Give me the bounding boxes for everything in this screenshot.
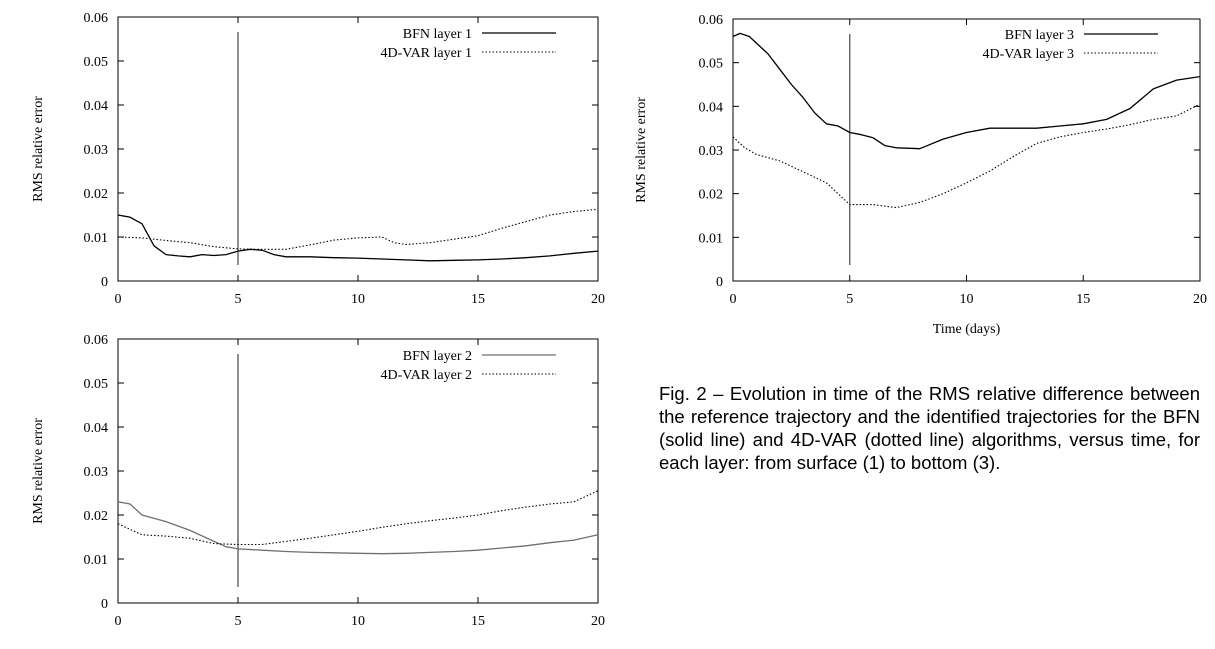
layer-3-legend-label-1: BFN layer 3: [1005, 28, 1074, 43]
layer-2-series-2-line: [117, 490, 599, 546]
layer-2-xtick-label: 5: [235, 614, 242, 629]
layer-3-ytick-label: 0.01: [699, 231, 724, 246]
layer-2-legend-label-1: BFN layer 2: [403, 349, 472, 364]
layer-1-ytick-label: 0.03: [84, 143, 109, 158]
layer-3-ytick-label: 0.03: [699, 144, 724, 159]
layer-1-ytick-label: 0.06: [84, 11, 109, 26]
layer-2-xtick-label: 15: [471, 614, 485, 629]
layer-2-ylabel: RMS relative error: [31, 418, 46, 524]
layer-1-xtick-label: 5: [235, 292, 242, 307]
layer-2-series-1-line: [117, 501, 599, 555]
layer-2-xtick-label: 20: [591, 614, 605, 629]
layer-3-plot-frame: [732, 18, 1201, 282]
layer-3-xtick-label: 0: [730, 292, 737, 307]
layer-2-ytick-label: 0.01: [84, 553, 109, 568]
layer-1-xtick-label: 10: [351, 292, 365, 307]
layer-2-plot-frame: [117, 338, 599, 604]
layer-1-ytick-label: 0.01: [84, 231, 109, 246]
layer-1-ytick-label: 0: [101, 275, 108, 290]
layer-2-xtick-label: 0: [115, 614, 122, 629]
layer-2-ytick-label: 0.02: [84, 509, 109, 524]
layer-1-plot-frame: [117, 16, 599, 282]
layer-1-xtick-label: 0: [115, 292, 122, 307]
layer-2-ytick-label: 0.03: [84, 465, 109, 480]
layer-3-series-2-line: [732, 103, 1201, 209]
layer-3-xtick-label: 10: [960, 292, 974, 307]
layer-3-legend-label-2: 4D-VAR layer 3: [982, 47, 1074, 62]
layer-1-series-2-line: [117, 208, 599, 250]
layer-1-legend-label-1: BFN layer 1: [403, 27, 472, 42]
layer-1-xtick-label: 15: [471, 292, 485, 307]
layer-1-legend-label-2: 4D-VAR layer 1: [380, 46, 472, 61]
layer-1-ylabel: RMS relative error: [31, 96, 46, 202]
layer-3-ytick-label: 0.02: [699, 188, 724, 203]
layer-3-xtick-label: 5: [846, 292, 853, 307]
layer-3-ytick-label: 0.05: [699, 57, 724, 72]
layer-3-ylabel: RMS relative error: [634, 97, 649, 203]
layer-1-ytick-label: 0.02: [84, 187, 109, 202]
layer-2-ytick-label: 0.05: [84, 377, 109, 392]
layer-1-ytick-label: 0.04: [84, 99, 109, 114]
layer-3-ytick-label: 0.04: [699, 100, 724, 115]
layer-3-ytick-label: 0: [716, 275, 723, 290]
layer-1-chart: 0 0.01 0.02 0.03 0.04 0.05 0.06 0 5 10 15 20 RMS rel…: [31, 11, 605, 307]
layer-1-ytick-label: 0.05: [84, 55, 109, 70]
layer-2-ytick-label: 0.04: [84, 421, 109, 436]
layer-1-xtick-label: 20: [591, 292, 605, 307]
layer-2-xtick-label: 10: [351, 614, 365, 629]
layer-3-series-1-line: [732, 32, 1201, 150]
layer-3-xtick-label: 20: [1193, 292, 1207, 307]
layer-1-series-1-line: [117, 214, 599, 262]
layer-3-xtick-label: 15: [1076, 292, 1090, 307]
layer-2-ytick-label: 0: [101, 597, 108, 612]
layer-3-xlabel: Time (days): [933, 322, 1001, 337]
layer-3-ytick-label: 0.06: [699, 13, 724, 28]
layer-2-legend-label-2: 4D-VAR layer 2: [380, 368, 472, 383]
layer-2-ytick-label: 0.06: [84, 333, 109, 348]
figure-caption: Fig. 2 – Evolution in time of the RMS re…: [659, 383, 1200, 473]
layer-3-chart: 0 0.01 0.02 0.03 0.04 0.05 0.06 0 5 10 15 20 RMS rel…: [634, 13, 1207, 337]
layer-2-chart: 0 0.01 0.02 0.03 0.04 0.05 0.06 0 5 10 15 20 RMS rel…: [31, 333, 605, 629]
